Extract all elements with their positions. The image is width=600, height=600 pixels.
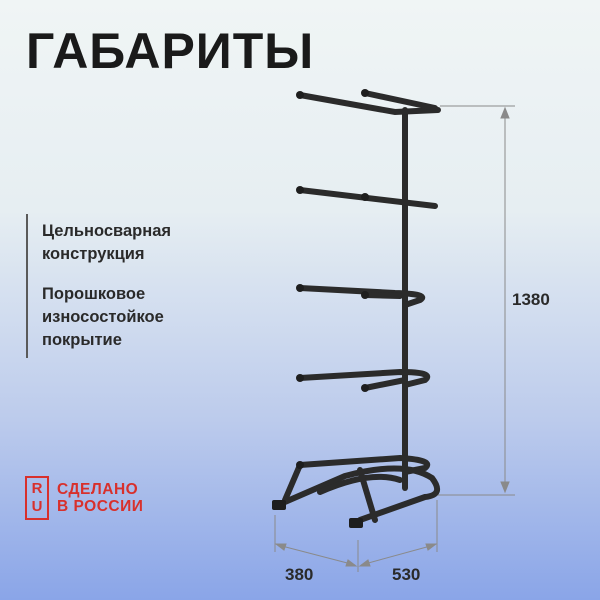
- page-title: ГАБАРИТЫ: [26, 23, 315, 79]
- rack-feet: [272, 89, 369, 528]
- divider-line: [26, 214, 28, 358]
- badge-line2: В РОССИИ: [57, 498, 144, 515]
- dimension-lines: [274, 105, 515, 572]
- made-in-russia-badge: R U СДЕЛАНО В РОССИИ: [25, 476, 143, 520]
- badge-line1: СДЕЛАНО: [57, 481, 139, 498]
- logo-letter-r: R: [31, 480, 43, 497]
- feature-coating: Порошковое износостойкое покрытие: [42, 285, 164, 349]
- ru-logo: R U: [25, 476, 49, 520]
- rack-frame: [275, 90, 441, 523]
- depth-dimension: 380: [285, 565, 314, 584]
- feature-welded: Цельносварная конструкция: [42, 222, 172, 263]
- width-dimension: 530: [392, 565, 421, 584]
- height-dimension: 1380: [512, 290, 550, 309]
- logo-letter-u: U: [31, 498, 43, 515]
